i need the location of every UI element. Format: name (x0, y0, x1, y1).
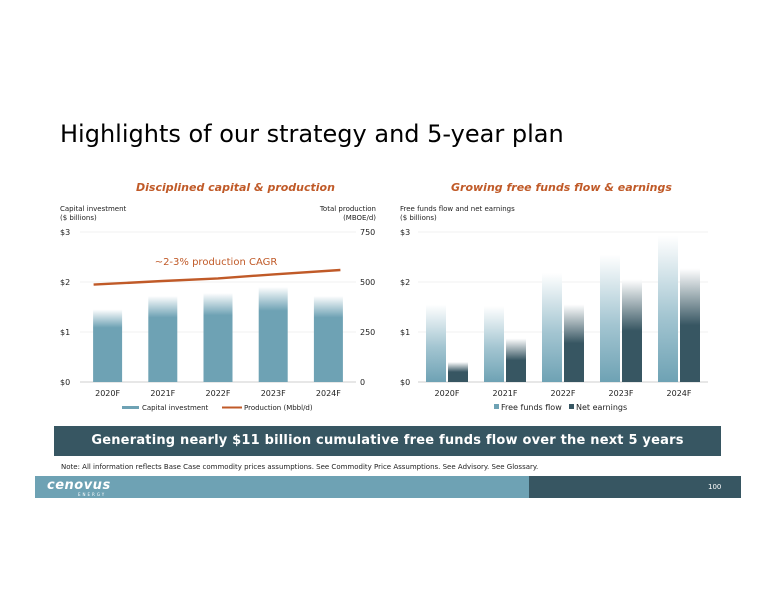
x-tick-label: 2020F (95, 389, 120, 398)
bar-capital-investment (258, 287, 288, 382)
bar-capital-investment (148, 296, 178, 382)
y2-tick-label: 0 (360, 378, 365, 387)
legend-swatch-earnings (569, 404, 574, 409)
bar-net-earnings (564, 304, 584, 382)
x-tick-label: 2023F (261, 389, 286, 398)
y-tick-label: $3 (400, 228, 410, 237)
left-y-axis-label: Capital investment ($ billions) (60, 205, 127, 222)
page-number: 100 (708, 483, 722, 491)
left-chart-title: Disciplined capital & production (136, 181, 335, 194)
y-tick-label: $2 (400, 278, 410, 287)
x-tick-label: 2022F (206, 389, 231, 398)
bar-capital-investment (203, 293, 233, 382)
page-title: Highlights of our strategy and 5-year pl… (60, 120, 564, 148)
y-tick-label: $1 (60, 328, 70, 337)
bar-free-funds-flow (542, 273, 562, 382)
bar-net-earnings (680, 268, 700, 382)
y-tick-label: $2 (60, 278, 70, 287)
footnote: Note: All information reflects Base Case… (61, 463, 539, 471)
y-tick-label: $3 (60, 228, 70, 237)
ffe-y-axis-label: Free funds flow and net earnings ($ bill… (400, 205, 515, 222)
bar-net-earnings (448, 362, 468, 382)
y2-tick-label: 500 (360, 278, 375, 287)
legend-swatch-capital (122, 406, 139, 409)
x-tick-label: 2022F (551, 389, 576, 398)
bar-capital-investment (93, 309, 123, 382)
cenovus-logo-sub: ENERGY (78, 492, 107, 497)
y-tick-label: $0 (400, 378, 410, 387)
bar-free-funds-flow (426, 304, 446, 382)
highlight-banner: Generating nearly $11 billion cumulative… (54, 426, 721, 456)
legend-label-earnings: Net earnings (576, 403, 627, 412)
x-tick-label: 2023F (609, 389, 634, 398)
footer-bar-dark (529, 476, 741, 498)
cenovus-logo: cenovus (47, 478, 111, 493)
bar-free-funds-flow (658, 236, 678, 382)
x-tick-label: 2020F (435, 389, 460, 398)
y2-tick-label: 750 (360, 228, 375, 237)
legend-swatch-fff (494, 404, 499, 409)
x-tick-label: 2021F (150, 389, 175, 398)
x-tick-label: 2024F (316, 389, 341, 398)
x-tick-label: 2024F (667, 389, 692, 398)
bar-net-earnings (622, 279, 642, 382)
right-y-axis-label: Total production (MBOE/d) (319, 205, 376, 222)
bar-net-earnings (506, 338, 526, 382)
line-production (93, 268, 341, 286)
y-tick-label: $1 (400, 328, 410, 337)
legend-label-capital: Capital investment (142, 404, 209, 412)
bar-free-funds-flow (600, 254, 620, 382)
bar-free-funds-flow (484, 306, 504, 382)
cagr-annotation: ~2-3% production CAGR (155, 257, 278, 268)
x-tick-label: 2021F (493, 389, 518, 398)
legend-label-fff: Free funds flow (501, 403, 562, 412)
right-chart-title: Growing free funds flow & earnings (451, 181, 672, 194)
legend-label-production: Production (Mbbl/d) (244, 404, 313, 412)
bar-capital-investment (313, 296, 343, 382)
y2-tick-label: 250 (360, 328, 375, 337)
y-tick-label: $0 (60, 378, 70, 387)
